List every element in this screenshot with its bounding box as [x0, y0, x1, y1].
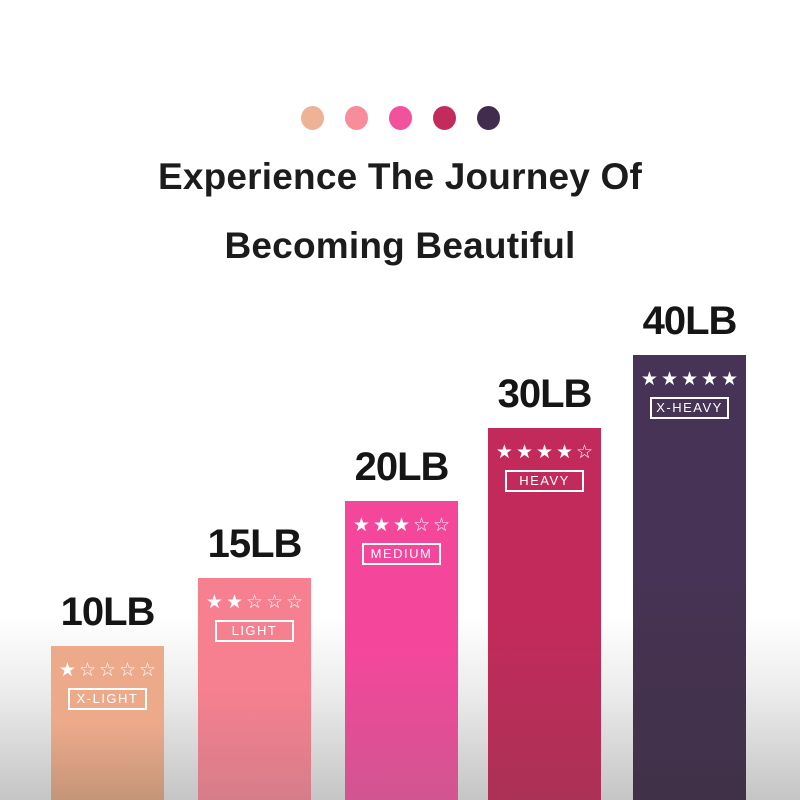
band-level-badge: LIGHT — [215, 620, 294, 642]
bar-20lb: ★★★☆☆ MEDIUM — [345, 501, 458, 800]
weight-value-label: 10LB — [60, 590, 156, 634]
bar-column-15lb: 15LB ★★☆☆☆ LIGHT — [198, 524, 311, 800]
palette-dot-heavy-icon — [432, 106, 456, 130]
star-rating: ★★★★☆ — [495, 442, 597, 463]
bar-column-20lb: 20LB ★★★☆☆ MEDIUM — [345, 447, 458, 800]
band-level-badge: HEAVY — [505, 470, 584, 492]
weight-value-label: 30LB — [497, 372, 593, 416]
bar-10lb: ★☆☆☆☆ X-LIGHT — [51, 646, 164, 800]
title-line-1: Experience The Journey Of — [157, 156, 643, 197]
bar-30lb: ★★★★☆ HEAVY — [488, 428, 601, 800]
star-rating: ★★★★★ — [640, 369, 742, 390]
palette-dot-x-heavy-icon — [476, 106, 500, 130]
star-rating: ★☆☆☆☆ — [58, 660, 160, 681]
star-rating: ★★★☆☆ — [352, 515, 454, 536]
page-title: Experience The Journey Of Becoming Beaut… — [0, 142, 800, 280]
bar-40lb: ★★★★★ X-HEAVY — [633, 355, 746, 800]
bar-column-10lb: 10LB ★☆☆☆☆ X-LIGHT — [51, 592, 164, 800]
band-level-badge: MEDIUM — [362, 543, 441, 565]
bar-column-30lb: 30LB ★★★★☆ HEAVY — [488, 374, 601, 800]
bar-15lb: ★★☆☆☆ LIGHT — [198, 578, 311, 800]
palette-dot-light-icon — [344, 106, 368, 130]
bar-column-40lb: 40LB ★★★★★ X-HEAVY — [633, 301, 746, 800]
title-line-2: Becoming Beautiful — [224, 225, 576, 266]
band-level-badge: X-HEAVY — [650, 397, 729, 419]
weight-value-label: 40LB — [642, 299, 738, 343]
star-rating: ★★☆☆☆ — [205, 592, 307, 613]
palette-dots — [0, 106, 800, 130]
weight-value-label: 20LB — [354, 445, 450, 489]
palette-dot-x-light-icon — [300, 106, 324, 130]
band-level-badge: X-LIGHT — [68, 688, 147, 710]
weight-value-label: 15LB — [207, 522, 303, 566]
palette-dot-medium-icon — [388, 106, 412, 130]
